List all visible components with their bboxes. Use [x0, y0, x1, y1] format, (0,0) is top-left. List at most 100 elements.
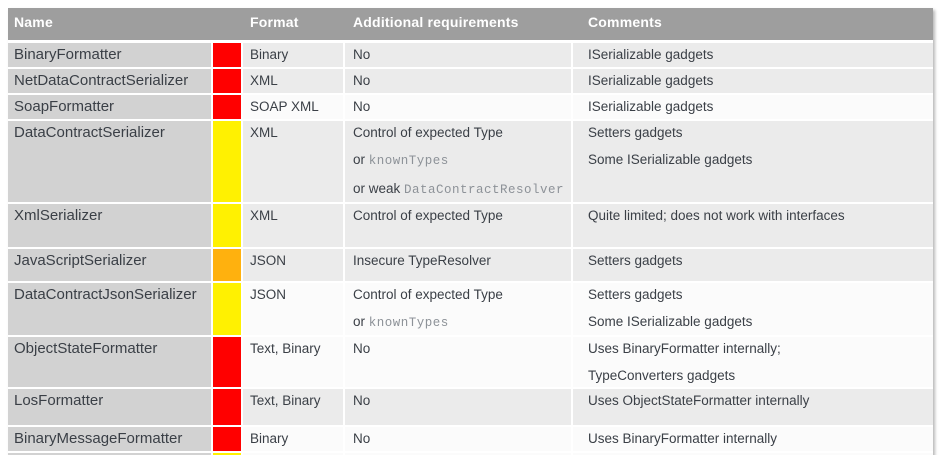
plain-text: No: [353, 99, 371, 114]
cell-text-line: Setters gadgets: [588, 124, 929, 141]
cell-text-line: or weak DataContractResolver: [353, 180, 567, 199]
comments-cell: ISerializable gadgets: [573, 69, 933, 93]
plain-text: Some ISerializable gadgets: [588, 314, 753, 329]
name-cell: SoapFormatter: [8, 95, 213, 119]
cell-text-line: or knownTypes: [353, 313, 567, 332]
cell-text-line: Some ISerializable gadgets: [588, 151, 929, 168]
requirements-cell: Control of expected Type: [345, 204, 573, 247]
plain-text: Setters gadgets: [588, 125, 683, 140]
risk-indicator-red: [213, 95, 243, 119]
risk-indicator-orange: [213, 249, 243, 281]
requirements-cell: No: [345, 95, 573, 119]
risk-indicator-yellow: [213, 283, 243, 335]
comments-cell: Uses BinaryFormatter internally: [573, 427, 933, 451]
name-cell: BinaryFormatter: [8, 43, 213, 67]
format-cell: Binary: [243, 43, 345, 67]
code-text: knownTypes: [368, 154, 449, 168]
table-header-row: Name Format Additional requirements Comm…: [8, 8, 933, 43]
plain-text: Some ISerializable gadgets: [588, 152, 753, 167]
risk-indicator-yellow: [213, 204, 243, 247]
requirements-cell: No: [345, 337, 573, 387]
requirements-cell: Control of expected Type or knownTypes or …: [345, 121, 573, 202]
requirements-cell: Control of expected Type: [345, 453, 573, 455]
plain-text: ISerializable gadgets: [588, 73, 714, 88]
format-cell: XML: [243, 121, 345, 202]
comments-cell: Uses ObjectStateFormatter internally: [573, 389, 933, 425]
comments-cell: Quite limited; does not work with interf…: [573, 204, 933, 247]
comments-cell: Setters gadgets: [573, 249, 933, 281]
name-cell: BinaryMessageFormatter: [8, 427, 213, 451]
comments-cell: ISerializable gadgets: [573, 43, 933, 67]
cell-text-line: Control of expected Type: [353, 207, 567, 224]
plain-text: Setters gadgets: [588, 253, 683, 268]
plain-text: ISerializable gadgets: [588, 47, 714, 62]
table-row: BinaryMessageFormatter Binary No Uses Binar…: [8, 427, 933, 453]
cell-text-line: Uses BinaryFormatter internally: [588, 430, 929, 447]
plain-text: Setters gadgets: [588, 287, 683, 302]
risk-indicator-red: [213, 389, 243, 425]
plain-text: Control of expected Type: [353, 208, 503, 223]
cell-text-line: ISerializable gadgets: [588, 72, 929, 89]
cell-text-line: Uses BinaryFormatter internally;: [588, 340, 929, 357]
name-cell: LosFormatter: [8, 389, 213, 425]
name-cell: JavaScriptSerializer: [8, 249, 213, 281]
cell-text-line: JSON: [250, 287, 287, 302]
table-row: BinaryFormatter Binary No ISerializable gad…: [8, 43, 933, 69]
plain-text: Uses BinaryFormatter internally: [588, 431, 778, 446]
plain-text: or: [353, 152, 369, 167]
name-cell: NetDataContractSerializer: [8, 69, 213, 93]
column-header-name: Name: [14, 14, 53, 30]
plain-text: Uses BinaryFormatter internally;: [588, 341, 781, 356]
plain-text: or weak: [353, 181, 405, 196]
serializers-table: Name Format Additional requirements Comm…: [8, 8, 933, 455]
comments-cell: ISerializable gadgets: [573, 95, 933, 119]
cell-text-line: Insecure TypeResolver: [353, 252, 567, 269]
cell-text-line: SOAP XML: [250, 99, 319, 114]
plain-text: TypeConverters gadgets: [588, 368, 736, 383]
risk-indicator-red: [213, 427, 243, 451]
cell-text-line: Setters gadgets: [588, 286, 929, 303]
cell-text-line: Setters gadgets: [588, 252, 929, 269]
table-row: ObjectStateFormatter Text, Binary No Uses B…: [8, 337, 933, 389]
name-cell: XmlSerializer: [8, 204, 213, 247]
plain-text: No: [353, 431, 371, 446]
cell-text-line: TypeConverters gadgets: [588, 367, 929, 384]
risk-indicator-red: [213, 69, 243, 93]
cell-text-line: ISerializable gadgets: [588, 98, 929, 115]
cell-text-line: No: [353, 392, 567, 409]
cell-text-line: Text, Binary: [250, 393, 321, 408]
plain-text: No: [353, 73, 371, 88]
name-cell: XmlMessageFormatter: [8, 453, 213, 455]
plain-text: No: [353, 47, 371, 62]
table-row: LosFormatter Text, Binary No Uses ObjectSta…: [8, 389, 933, 427]
format-cell: XML: [243, 204, 345, 247]
comments-cell: Uses BinaryFormatter internally; TypeConv…: [573, 337, 933, 387]
comments-cell: Setters gadgets Some ISerializable gadget…: [573, 283, 933, 335]
risk-indicator-yellow: [213, 121, 243, 202]
cell-text-line: Control of expected Type: [353, 124, 567, 141]
cell-text-line: Quite limited; does not work with interf…: [588, 207, 929, 224]
cell-text-line: Text, Binary: [250, 341, 321, 356]
plain-text: ISerializable gadgets: [588, 99, 714, 114]
plain-text: No: [353, 393, 371, 408]
cell-text-line: Uses ObjectStateFormatter internally: [588, 392, 929, 409]
cell-text-line: No: [353, 430, 567, 447]
cell-text-line: JSON: [250, 253, 287, 268]
format-cell: SOAP XML: [243, 95, 345, 119]
name-cell: DataContractSerializer: [8, 121, 213, 202]
table-row: SoapFormatter SOAP XML No ISerializable gad…: [8, 95, 933, 121]
cell-text-line: No: [353, 98, 567, 115]
cell-text-line: Binary: [250, 47, 289, 62]
requirements-cell: No: [345, 389, 573, 425]
table-row: DataContractSerializer XML Control of expe…: [8, 121, 933, 204]
format-cell: JSON: [243, 283, 345, 335]
column-header-additional-requirements: Additional requirements: [353, 14, 519, 30]
cell-text-line: XML: [250, 73, 278, 88]
requirements-cell: No: [345, 69, 573, 93]
comments-cell: Setters gadgets Some ISerializable gadget…: [573, 121, 933, 202]
cell-text-line: XML: [250, 125, 278, 140]
plain-text: Quite limited; does not work with interf…: [588, 208, 845, 223]
requirements-cell: No: [345, 427, 573, 451]
